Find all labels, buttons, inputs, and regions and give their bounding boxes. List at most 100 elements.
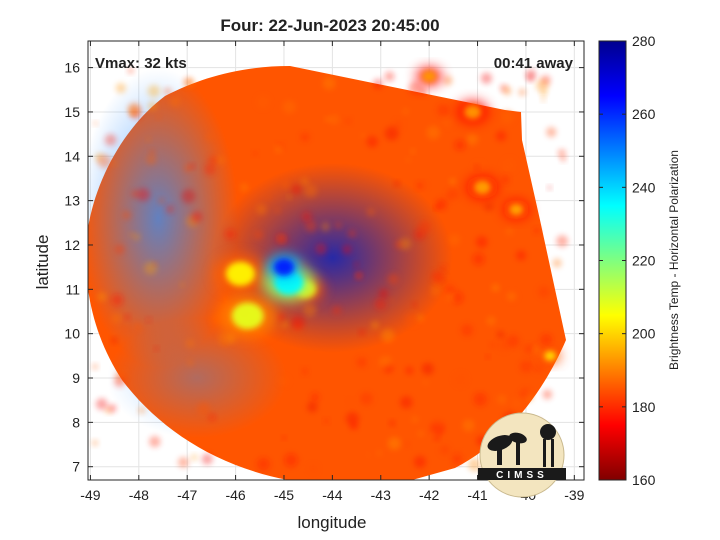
texture-speck <box>181 189 196 204</box>
texture-speck <box>366 453 371 458</box>
texture-speck <box>196 401 211 416</box>
vmax-annotation: Vmax: 32 kts <box>95 55 187 72</box>
texture-speck <box>138 406 146 414</box>
texture-speck <box>540 333 553 346</box>
texture-speck <box>240 183 249 192</box>
texture-speck <box>224 228 236 240</box>
texture-speck <box>169 96 181 107</box>
texture-speck <box>449 178 456 185</box>
texture-speck <box>405 156 411 163</box>
texture-speck <box>145 154 157 166</box>
colorbar-label: Brightness Temp - Horizontal Polarizatio… <box>667 150 681 370</box>
texture-speck <box>206 133 214 141</box>
texture-speck <box>97 154 112 169</box>
texture-speck <box>524 343 534 354</box>
y-tick-label: 16 <box>64 60 80 76</box>
colorbar-ticks: 160 180 200 220 240 260 280 <box>599 33 656 488</box>
texture-speck <box>187 359 194 366</box>
texture-speck <box>384 126 399 141</box>
texture-speck <box>519 360 533 373</box>
texture-speck <box>370 321 380 330</box>
texture-speck <box>416 314 424 322</box>
texture-speck <box>430 421 445 436</box>
texture-speck <box>366 208 375 216</box>
texture-speck <box>322 76 336 90</box>
texture-speck <box>93 121 98 126</box>
texture-speck <box>393 120 404 130</box>
texture-speck <box>278 376 289 386</box>
texture-speck <box>474 164 480 170</box>
texture-speck <box>252 151 258 157</box>
texture-speck <box>191 211 203 223</box>
colorbar-tick-label: 240 <box>632 179 656 195</box>
west-warm-band <box>88 68 239 369</box>
texture-speck <box>417 430 424 437</box>
texture-speck <box>496 394 507 405</box>
texture-speck <box>347 229 357 238</box>
texture-speck <box>376 450 383 456</box>
texture-speck <box>153 261 158 266</box>
x-tick-label: -49 <box>80 487 100 503</box>
texture-speck <box>146 137 151 142</box>
swath-texture <box>88 67 569 474</box>
colorbar-tick-label: 160 <box>632 472 656 488</box>
texture-speck <box>420 181 428 189</box>
texture-speck <box>129 232 134 238</box>
texture-speck <box>443 75 453 86</box>
colorbar-tick-label: 280 <box>632 33 656 49</box>
texture-speck <box>185 78 195 88</box>
texture-speck <box>130 189 140 199</box>
texture-speck <box>345 117 352 125</box>
x-tick-label: -43 <box>371 487 391 503</box>
texture-speck <box>446 188 459 201</box>
feature-core <box>225 261 255 286</box>
texture-speck <box>133 233 141 241</box>
texture-speck <box>486 316 496 326</box>
colorbar-tick-label: 200 <box>632 326 656 342</box>
texture-speck <box>378 288 389 299</box>
texture-speck <box>541 97 546 102</box>
texture-speck <box>410 149 416 154</box>
texture-speck <box>495 130 507 142</box>
texture-speck <box>342 244 352 255</box>
axes-box <box>87 40 585 481</box>
texture-speck <box>256 457 271 471</box>
texture-speck <box>356 357 367 368</box>
texture-speck <box>485 354 490 359</box>
x-tick-label: -48 <box>129 487 149 503</box>
texture-speck <box>282 100 296 114</box>
time-away-annotation: 00:41 away <box>494 55 574 72</box>
texture-speck <box>431 270 443 282</box>
texture-speck <box>266 195 271 200</box>
texture-speck <box>133 322 143 332</box>
texture-speck <box>519 388 531 400</box>
texture-speck <box>149 436 161 448</box>
texture-speck <box>156 115 161 120</box>
x-tick-label: -41 <box>467 487 487 503</box>
y-tick-label: 8 <box>72 414 80 430</box>
texture-speck <box>301 211 312 223</box>
texture-speck <box>275 146 282 153</box>
texture-speck <box>460 324 474 337</box>
texture-speck <box>226 333 237 343</box>
x-tick-label: -39 <box>564 487 584 503</box>
texture-speck <box>353 262 359 268</box>
texture-speck <box>201 453 213 465</box>
feature-core <box>508 203 524 216</box>
texture-speck <box>515 250 527 261</box>
cimss-logo-text: CIMSS <box>496 470 548 481</box>
texture-speck <box>146 317 152 323</box>
texture-speck <box>345 411 360 426</box>
texture-speck <box>163 87 172 96</box>
texture-speck <box>480 72 493 84</box>
texture-speck <box>502 86 512 96</box>
texture-speck <box>389 420 396 427</box>
texture-speck <box>191 454 198 461</box>
texture-speck <box>533 227 540 234</box>
texture-speck <box>440 265 447 272</box>
texture-speck <box>282 435 287 440</box>
texture-speck <box>422 379 429 386</box>
texture-speck <box>147 101 158 111</box>
texture-speck <box>512 397 523 409</box>
